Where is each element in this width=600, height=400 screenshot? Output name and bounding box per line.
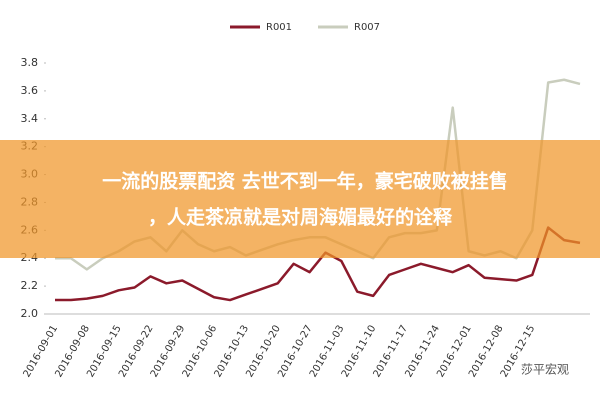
watermark: 莎平宏观: [521, 362, 569, 377]
legend-label: R007: [354, 22, 380, 33]
y-tick-label: 2.2: [21, 279, 39, 292]
banner-line: ，人走茶凉就是对周海媚最好的诠释: [148, 206, 453, 229]
banner: 一流的股票配资 去世不到一年，豪宅破败被挂售 ，人走茶凉就是对周海媚最好的诠释: [0, 140, 600, 258]
y-tick-label: 3.6: [21, 84, 39, 97]
y-tick-label: 3.8: [21, 56, 39, 69]
y-tick-label: 2.0: [21, 307, 39, 320]
legend-label: R001: [266, 22, 292, 33]
banner-line: 一流的股票配资 去世不到一年，豪宅破败被挂售: [102, 170, 508, 193]
banner-background: [0, 140, 600, 258]
y-tick-label: 3.4: [21, 112, 39, 125]
series-line: [55, 226, 581, 302]
